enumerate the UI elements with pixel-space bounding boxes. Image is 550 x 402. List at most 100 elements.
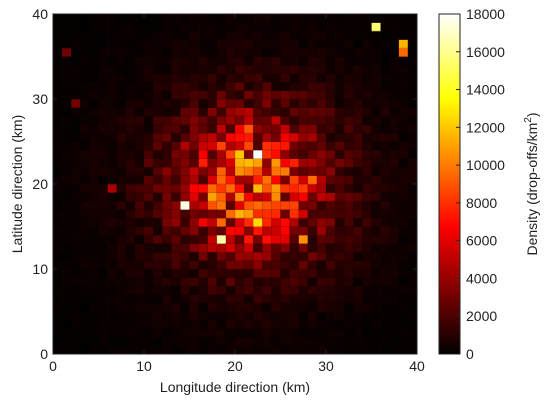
heatmap-cell [71, 243, 81, 253]
heatmap-cell [80, 337, 90, 346]
heatmap-cell [198, 31, 208, 40]
heatmap-cell [171, 345, 181, 355]
heatmap-cell [134, 82, 145, 91]
heatmap-cell [380, 31, 390, 40]
heatmap-cell [53, 99, 63, 108]
heatmap-cell [271, 277, 281, 287]
heatmap-cell [253, 14, 263, 23]
heatmap-cell [134, 150, 145, 159]
heatmap-cell [125, 107, 136, 117]
heatmap-cell [271, 286, 281, 295]
heatmap-cell [326, 311, 336, 321]
heatmap-cell [280, 243, 290, 253]
heatmap-cell [144, 345, 154, 355]
heatmap-cell [116, 175, 127, 185]
heatmap-cell [116, 31, 127, 40]
heatmap-cell [344, 175, 354, 185]
heatmap-cell [253, 39, 263, 49]
heatmap-cell [189, 311, 199, 321]
heatmap-cell [244, 260, 254, 270]
heatmap-cell [216, 192, 227, 202]
heatmap-cell [216, 31, 227, 40]
heatmap-cell [280, 201, 290, 210]
heatmap-cell [125, 39, 136, 49]
colorbar-tick-label: 0 [466, 346, 474, 362]
heatmap-cell [80, 252, 90, 261]
heatmap-cell [125, 14, 136, 23]
heatmap-cell [307, 31, 318, 40]
heatmap-cell [326, 192, 336, 202]
heatmap-cell [380, 65, 390, 74]
heatmap-cell [326, 116, 336, 125]
heatmap-cell [144, 14, 154, 23]
heatmap-cell [80, 14, 90, 23]
heatmap-cell [153, 303, 163, 312]
heatmap-cell [162, 252, 172, 261]
heatmap-cell [335, 48, 345, 57]
heatmap-cell [262, 14, 272, 23]
colorbar-tick-label: 14000 [466, 82, 505, 98]
heatmap-cell [244, 141, 254, 151]
heatmap-cell [62, 269, 72, 278]
heatmap-cell [235, 124, 245, 134]
heatmap-cell [71, 175, 81, 185]
heatmap-cell [244, 345, 254, 355]
heatmap-cell [326, 209, 336, 219]
heatmap-cell [362, 133, 372, 142]
heatmap-cell [289, 345, 299, 355]
heatmap-cell [253, 90, 263, 100]
heatmap-cell [198, 116, 208, 125]
heatmap-cell [162, 345, 172, 355]
heatmap-cell [335, 133, 345, 142]
heatmap-cell [71, 184, 81, 193]
heatmap-cell [225, 337, 236, 346]
heatmap-cell [116, 252, 127, 261]
heatmap-cell [207, 107, 218, 117]
heatmap-cell [344, 65, 354, 74]
heatmap-cell [144, 65, 154, 74]
heatmap-cell [280, 73, 290, 83]
heatmap-cell [216, 269, 227, 278]
heatmap-cell [134, 269, 145, 278]
heatmap-cell [71, 286, 81, 295]
heatmap-cell [153, 294, 163, 304]
heatmap-cell [171, 14, 181, 23]
heatmap-cell [280, 22, 290, 32]
heatmap-cell [353, 184, 363, 193]
heatmap-cell [389, 201, 400, 210]
heatmap-cell [116, 158, 127, 168]
heatmap-cell [344, 56, 354, 66]
heatmap-cell [144, 22, 154, 32]
heatmap-cell [289, 252, 299, 261]
heatmap-cell [371, 22, 381, 32]
heatmap-cell [189, 133, 199, 142]
heatmap-cell [89, 294, 99, 304]
heatmap-cell [180, 99, 190, 108]
heatmap-cell [362, 82, 372, 91]
heatmap-cell [271, 65, 281, 74]
heatmap-cell [398, 311, 409, 321]
heatmap-cell [62, 235, 72, 244]
heatmap-cell [162, 107, 172, 117]
heatmap-cell [280, 65, 290, 74]
heatmap-cell [371, 167, 381, 176]
heatmap-cell [371, 14, 381, 23]
heatmap-cell [171, 235, 181, 244]
heatmap-cell [280, 116, 290, 125]
heatmap-cell [171, 124, 181, 134]
heatmap-cell [225, 218, 236, 227]
heatmap-cell [326, 175, 336, 185]
heatmap-cell [116, 218, 127, 227]
heatmap-cell [225, 269, 236, 278]
heatmap-cell [280, 107, 290, 117]
heatmap-cell [280, 82, 290, 91]
heatmap-cell [98, 226, 108, 236]
heatmap-cell [98, 294, 108, 304]
heatmap-cell [198, 320, 208, 329]
heatmap-cell [362, 345, 372, 355]
heatmap-cell [80, 56, 90, 66]
heatmap-cell [271, 243, 281, 253]
heatmap-cell [253, 201, 263, 210]
heatmap-cell [271, 107, 281, 117]
heatmap-cell [153, 22, 163, 32]
